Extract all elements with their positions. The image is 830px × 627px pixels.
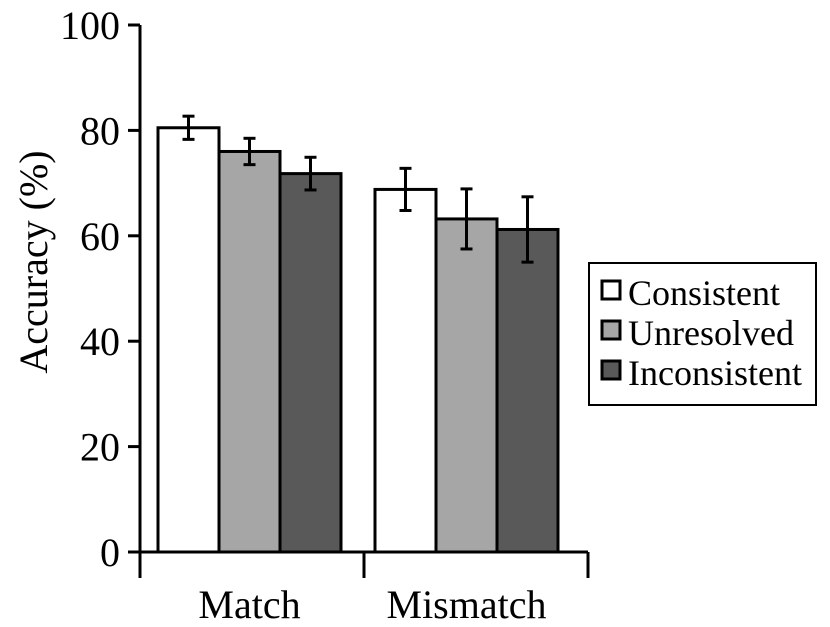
legend-label-inconsistent: Inconsistent bbox=[628, 353, 802, 393]
bar-inconsistent-mismatch bbox=[495, 227, 560, 554]
bar-unresolved-match bbox=[217, 149, 282, 554]
legend-swatch-unresolved bbox=[600, 319, 622, 341]
legend-swatch-consistent bbox=[600, 279, 622, 301]
y-tick-label: 60 bbox=[80, 214, 120, 259]
bar-unresolved-mismatch bbox=[434, 217, 499, 554]
x-category-label: Match bbox=[198, 582, 300, 627]
legend-label-consistent: Consistent bbox=[628, 273, 780, 313]
legend-box bbox=[588, 262, 817, 406]
y-axis-label: Accuracy (%) bbox=[11, 150, 56, 373]
y-tick-label: 0 bbox=[100, 530, 120, 575]
y-tick-label: 80 bbox=[80, 108, 120, 153]
bar-inconsistent-match bbox=[278, 172, 343, 554]
y-tick-label: 100 bbox=[60, 3, 120, 48]
bar-consistent-mismatch bbox=[373, 187, 438, 554]
legend-swatch-inconsistent bbox=[600, 359, 622, 381]
legend-label-unresolved: Unresolved bbox=[628, 313, 794, 353]
x-category-label: Mismatch bbox=[387, 582, 547, 627]
y-tick-label: 20 bbox=[80, 425, 120, 470]
bar-consistent-match bbox=[156, 126, 221, 554]
plot-area: 0 20 40 60 80 100 Accuracy (%) Match Mismatch bbox=[11, 3, 590, 627]
y-tick-label: 40 bbox=[80, 319, 120, 364]
